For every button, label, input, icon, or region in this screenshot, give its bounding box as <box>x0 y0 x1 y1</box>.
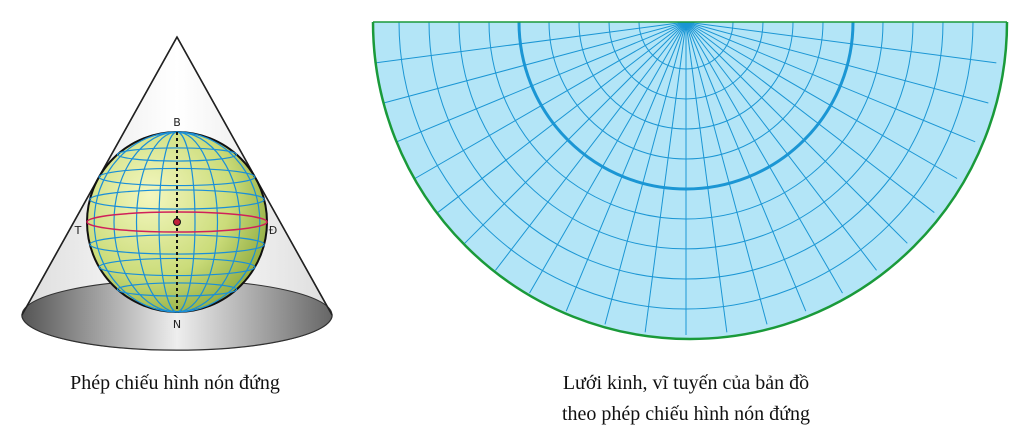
grid-line <box>437 21 687 213</box>
caption-line: Lưới kinh, vĩ tuyến của bản đồ <box>563 372 809 394</box>
grid-line <box>685 21 976 143</box>
grid-line <box>685 21 958 179</box>
center <box>173 218 181 226</box>
grid-line <box>375 21 687 64</box>
grid-line <box>685 21 989 104</box>
grid-line <box>685 21 807 312</box>
grid-line <box>638 21 734 70</box>
grid-line <box>604 21 687 325</box>
map-fill <box>373 22 1007 339</box>
grid-line <box>565 21 687 312</box>
label-west: T <box>74 224 82 237</box>
label-east: Đ <box>269 224 278 237</box>
grid-line <box>529 21 687 294</box>
grid-line <box>644 21 687 333</box>
map-border <box>371 21 1009 341</box>
grid-line <box>495 21 687 271</box>
cone-figure: B N T Đ Phép chiếu hình nón đứng <box>21 35 333 394</box>
grid-line <box>464 21 687 244</box>
map-figure: Lưới kinh, vĩ tuyến của bản đồ theo phép… <box>371 21 1009 425</box>
caption: Phép chiếu hình nón đứng <box>70 372 280 394</box>
grid-line <box>89 189 265 210</box>
grid-line <box>116 147 238 162</box>
grid-line <box>398 21 974 310</box>
grid-line <box>458 21 914 250</box>
grid-line <box>685 21 997 64</box>
map-grid <box>375 21 997 335</box>
grid-line <box>428 21 944 280</box>
grid-line <box>414 21 687 179</box>
grid-line <box>578 21 794 130</box>
grid-line <box>685 21 728 333</box>
grid-line <box>383 21 687 104</box>
label-north: B <box>173 116 181 129</box>
grid-line <box>608 21 764 100</box>
grid-line <box>548 21 824 160</box>
grid-line <box>685 21 877 271</box>
grid-line <box>396 21 687 143</box>
label-south: N <box>173 318 181 331</box>
grid-line <box>685 21 843 294</box>
grid-line <box>685 21 935 213</box>
caption-line: theo phép chiếu hình nón đứng <box>562 403 810 425</box>
grid-line <box>685 21 908 244</box>
grid-line <box>685 21 768 325</box>
grid-line <box>517 21 855 191</box>
grid-line <box>488 21 884 220</box>
